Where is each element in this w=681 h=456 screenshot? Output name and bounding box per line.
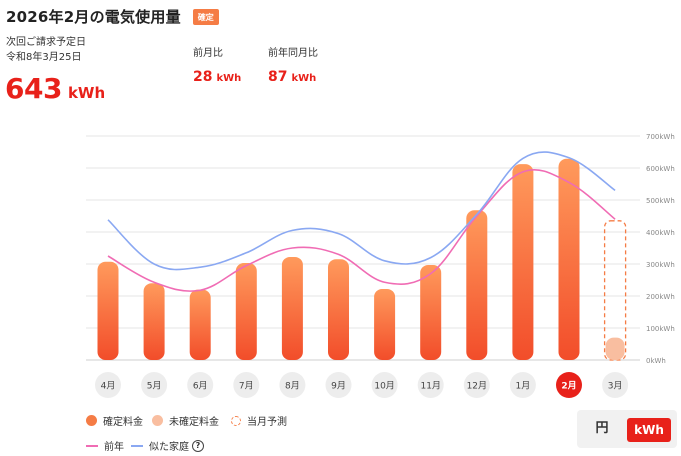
x-tick-label: 10月: [374, 381, 394, 392]
y-tick-label: 200kWh: [646, 293, 675, 301]
confirmed-bar: [512, 164, 534, 360]
help-icon[interactable]: ?: [192, 439, 204, 452]
prev-year-label: 前年同月比: [268, 48, 318, 59]
x-tick-label: 11月: [420, 381, 440, 392]
y-tick-label: 100kWh: [646, 325, 675, 333]
y-tick-label: 600kWh: [646, 165, 675, 173]
prev-month-label: 前月比: [193, 48, 223, 59]
month-tab[interactable]: [509, 372, 536, 398]
y-tick-label: 500kWh: [646, 197, 675, 205]
prev-month-value: 28: [193, 69, 213, 85]
similar-household-line: [107, 151, 616, 271]
legend-similar: 似た家庭 ?: [131, 438, 204, 453]
month-tab[interactable]: [187, 372, 214, 398]
similar-swatch-icon: [131, 444, 143, 447]
yen-toggle-button[interactable]: 円: [595, 421, 609, 436]
next-billing-date: 令和8年3月25日: [6, 52, 82, 63]
confirmed-bar: [281, 256, 303, 360]
confirmed-bar: [328, 259, 349, 360]
confirmed-bar: [97, 261, 119, 360]
month-tab[interactable]: [233, 372, 260, 398]
legend-unconfirmed: 未確定料金: [152, 413, 219, 428]
month-tab[interactable]: [325, 372, 352, 398]
prev-year-line: [107, 168, 616, 292]
forecast-swatch-icon: [231, 415, 241, 426]
x-tick-label: 1月: [516, 381, 531, 392]
confirmed-bar: [420, 264, 442, 360]
legend-forecast-label: 当月予測: [247, 417, 287, 428]
month-tab[interactable]: [417, 372, 444, 398]
prev-year-swatch-icon: [86, 444, 98, 447]
y-tick-label: 0kWh: [646, 357, 666, 365]
usage-total: 643 kWh: [5, 72, 105, 105]
prev-month-compare: 前月比 28 kWh: [193, 44, 241, 85]
legend-forecast: 当月予測: [231, 413, 287, 428]
x-tick-label: 12月: [467, 381, 487, 392]
confirmed-bar: [189, 289, 211, 360]
y-tick-label: 700kWh: [646, 133, 675, 141]
title-row: 2026年2月の電気使用量 確定: [6, 6, 219, 27]
y-tick-label: 300kWh: [646, 261, 675, 269]
confirmed-bar: [374, 288, 396, 360]
month-tab[interactable]: [141, 372, 168, 398]
month-tab[interactable]: [371, 372, 398, 398]
legend-confirmed-label: 確定料金: [103, 417, 143, 428]
legend-confirmed: 確定料金: [86, 413, 143, 428]
confirmed-bar: [558, 158, 580, 360]
x-tick-label: 5月: [147, 381, 162, 392]
prev-year-compare: 前年同月比 87 kWh: [268, 44, 318, 85]
x-tick-label: 3月: [608, 381, 623, 392]
x-tick-label: 6月: [193, 381, 208, 392]
confirmed-bar: [466, 210, 488, 360]
prev-month-unit: kWh: [216, 73, 242, 84]
unconfirmed-bar: [605, 337, 625, 360]
y-tick-label: 400kWh: [646, 229, 675, 237]
month-tab[interactable]: [279, 372, 306, 398]
confirmed-bar: [143, 283, 165, 360]
x-tick-label: 2月: [561, 381, 576, 392]
confirmed-bar: [235, 263, 257, 360]
x-tick-label: 8月: [285, 381, 300, 392]
prev-year-unit: kWh: [291, 73, 317, 84]
x-tick-label: 4月: [101, 381, 116, 392]
next-billing-label: 次回ご請求予定日: [6, 37, 86, 48]
x-tick-label: 7月: [239, 381, 254, 392]
usage-value: 643: [5, 72, 62, 105]
month-tab-selected[interactable]: [556, 372, 582, 398]
x-tick-label: 9月: [331, 381, 346, 392]
kwh-toggle-button[interactable]: kWh: [627, 418, 671, 442]
prev-year-value: 87: [268, 69, 288, 85]
legend-prev-year-label: 前年: [104, 442, 124, 453]
month-tab[interactable]: [463, 372, 490, 398]
unit-toggle: 円 kWh: [577, 410, 677, 448]
month-tab[interactable]: [95, 372, 121, 398]
legend-unconfirmed-label: 未確定料金: [169, 417, 219, 428]
confirmed-swatch-icon: [86, 415, 97, 426]
page-title: 2026年2月の電気使用量: [6, 8, 181, 26]
usage-unit: kWh: [67, 84, 106, 102]
legend-prev-year: 前年: [86, 438, 124, 453]
month-tab[interactable]: [602, 372, 629, 398]
legend-similar-label: 似た家庭: [149, 442, 189, 453]
usage-chart: 0kWh 100kWh 200kWh 300kWh 400kWh 500kWh 600kWh…: [86, 133, 675, 398]
unconfirmed-swatch-icon: [152, 415, 163, 426]
status-badge: 確定: [192, 8, 219, 25]
